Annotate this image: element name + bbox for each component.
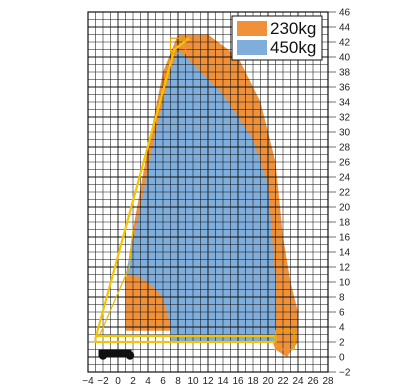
wheel-rear xyxy=(125,351,135,360)
y-axis-ticks: −202468101214161820222426283032343638404… xyxy=(328,8,351,379)
x-tick-label: 6 xyxy=(160,376,166,387)
x-tick-label: 10 xyxy=(187,376,199,387)
boom-strut xyxy=(98,229,134,337)
y-tick-label: 24 xyxy=(339,173,351,184)
lower-basket xyxy=(274,330,295,351)
x-tick-label: 8 xyxy=(175,376,181,387)
x-tick-label: 26 xyxy=(307,376,319,387)
y-tick-label: 44 xyxy=(339,23,351,34)
chassis xyxy=(98,349,132,357)
y-tick-label: −2 xyxy=(339,368,351,379)
x-tick-label: 28 xyxy=(322,376,334,387)
y-tick-label: 10 xyxy=(339,278,351,289)
y-tick-label: 38 xyxy=(339,68,351,79)
x-tick-label: 0 xyxy=(115,376,121,387)
y-tick-label: 20 xyxy=(339,203,351,214)
x-axis-ticks: −4 −2 0 2 4 6 8 10 12 14 16 18 20 22 24 26 28 xyxy=(82,376,334,387)
legend-label: 450kg xyxy=(270,38,316,57)
y-tick-label: 28 xyxy=(339,143,351,154)
x-tick-label: 18 xyxy=(247,376,259,387)
x-tick-label: −4 xyxy=(82,376,94,387)
upper-basket xyxy=(169,37,187,54)
y-tick-label: 2 xyxy=(339,338,345,349)
y-tick-label: 42 xyxy=(339,38,351,49)
y-tick-label: 12 xyxy=(339,263,351,274)
x-tick-label: −2 xyxy=(97,376,109,387)
y-tick-label: 22 xyxy=(339,188,351,199)
x-tick-label: 14 xyxy=(217,376,229,387)
x-tick-label: 16 xyxy=(232,376,244,387)
wheel-front xyxy=(98,351,108,360)
boom-arm xyxy=(94,37,190,339)
y-tick-label: 6 xyxy=(339,308,345,319)
boom-overlay xyxy=(94,37,295,351)
load-areas xyxy=(125,34,298,357)
legend-swatch xyxy=(237,40,267,55)
y-tick-label: 16 xyxy=(339,233,351,244)
legend-label: 230kg xyxy=(270,19,316,38)
x-tick-label: 2 xyxy=(130,376,136,387)
x-tick-label: 12 xyxy=(202,376,214,387)
y-tick-label: 4 xyxy=(339,323,345,334)
y-tick-label: 40 xyxy=(339,53,351,64)
x-tick-label: 20 xyxy=(262,376,274,387)
y-tick-label: 8 xyxy=(339,293,345,304)
grid xyxy=(87,11,329,373)
x-tick-label: 22 xyxy=(277,376,289,387)
legend-swatch xyxy=(237,21,267,36)
x-tick-label: 24 xyxy=(292,376,304,387)
y-tick-label: 30 xyxy=(339,128,351,139)
y-tick-label: 26 xyxy=(339,158,351,169)
machine-base xyxy=(98,349,135,360)
y-tick-label: 14 xyxy=(339,248,351,259)
y-tick-label: 36 xyxy=(339,83,351,94)
y-tick-label: 0 xyxy=(339,353,345,364)
y-tick-label: 18 xyxy=(339,218,351,229)
x-tick-label: 4 xyxy=(145,376,151,387)
y-tick-label: 34 xyxy=(339,98,351,109)
y-tick-label: 32 xyxy=(339,113,351,124)
y-tick-label: 46 xyxy=(339,8,351,19)
